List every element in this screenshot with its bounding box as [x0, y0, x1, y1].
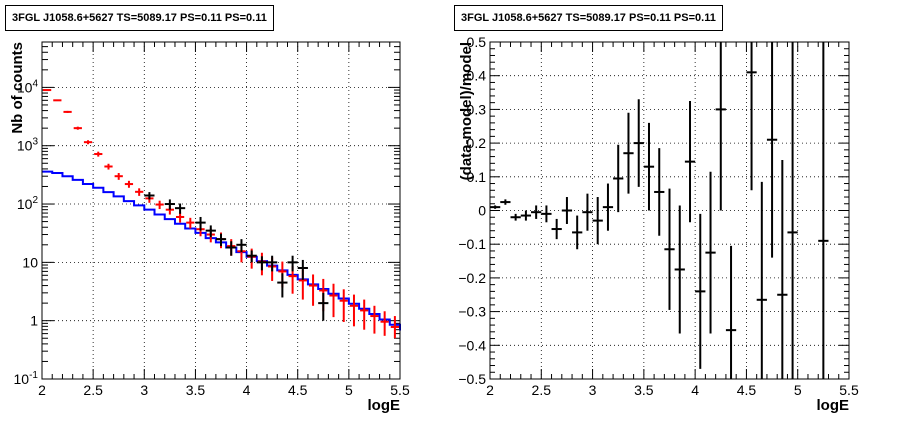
y-tick-label: −0.2 — [458, 270, 486, 286]
y-tick-label: −0.5 — [458, 371, 486, 387]
x-tick-label: 2.5 — [83, 382, 103, 398]
y-tick-label: −0.3 — [458, 304, 486, 320]
plot-frame — [489, 41, 850, 380]
x-tick-label: 5 — [794, 382, 802, 398]
plot-area — [42, 42, 400, 379]
x-axis-label: logE — [368, 397, 401, 414]
x-tick-label: 3 — [140, 382, 148, 398]
y-tick-label: 103 — [17, 137, 39, 154]
x-tick-label: 4 — [691, 382, 699, 398]
y-tick-label: 10-1 — [14, 370, 39, 387]
y-axis-label: Nb of counts — [9, 42, 26, 134]
y-tick-label: 1 — [30, 313, 38, 329]
x-tick-label: 3 — [589, 382, 597, 398]
plot-frame — [41, 41, 401, 380]
x-tick-label: 4 — [243, 382, 251, 398]
y-tick-label: −0.1 — [458, 236, 486, 252]
counts-spectrum-plot: 2 2.5 3 3.5 4 4.5 5 5.5 10-1 1 10 102 103 104 logE Nb o… — [9, 41, 410, 414]
plot-title: 3FGL J1058.6+5627 TS=5089.17 PS=0.11 PS=… — [5, 5, 274, 31]
y-tick-label: 0 — [478, 203, 486, 219]
y-tick-label: 0.1 — [467, 169, 487, 185]
x-tick-label: 5.5 — [390, 382, 410, 398]
y-tick-label: 0.5 — [467, 34, 487, 50]
x-tick-label: 2.5 — [532, 382, 552, 398]
x-tick-label: 4.5 — [288, 382, 308, 398]
y-axis-label: (data-model)/model — [458, 42, 475, 180]
x-axis-label: logE — [817, 397, 850, 414]
x-tick-label: 3.5 — [186, 382, 206, 398]
x-tick-label: 5 — [345, 382, 353, 398]
x-tick-label: 2 — [486, 382, 494, 398]
x-tick-label: 3.5 — [634, 382, 654, 398]
x-tick-label: 4.5 — [737, 382, 757, 398]
x-tick-label: 5.5 — [839, 382, 859, 398]
residuals-panel: 2 2.5 3 3.5 4 4.5 5 5.5 −0.5 −0.4 −0.3 −0.2 −0.1 0 0.1… — [449, 0, 898, 421]
y-tick-label: 102 — [17, 195, 39, 212]
y-tick-label: 104 — [17, 78, 39, 95]
y-tick-label: −0.4 — [458, 337, 486, 353]
model-step-line — [42, 170, 401, 331]
y-tick-label: 0.4 — [467, 68, 487, 84]
y-tick-label: 0.3 — [467, 101, 487, 117]
x-tick-label: 2 — [38, 382, 46, 398]
residuals-plot: 2 2.5 3 3.5 4 4.5 5 5.5 −0.5 −0.4 −0.3 −0.2 −0.1 0 0.1… — [458, 34, 859, 414]
y-tick-label: 0.2 — [467, 135, 487, 151]
counts-spectrum-panel: 2 2.5 3 3.5 4 4.5 5 5.5 10-1 1 10 102 103 104 logE Nb o… — [5, 5, 410, 414]
plot-title: 3FGL J1058.6+5627 TS=5089.17 PS=0.11 PS=… — [454, 5, 723, 31]
y-tick-label: 10 — [22, 254, 38, 270]
